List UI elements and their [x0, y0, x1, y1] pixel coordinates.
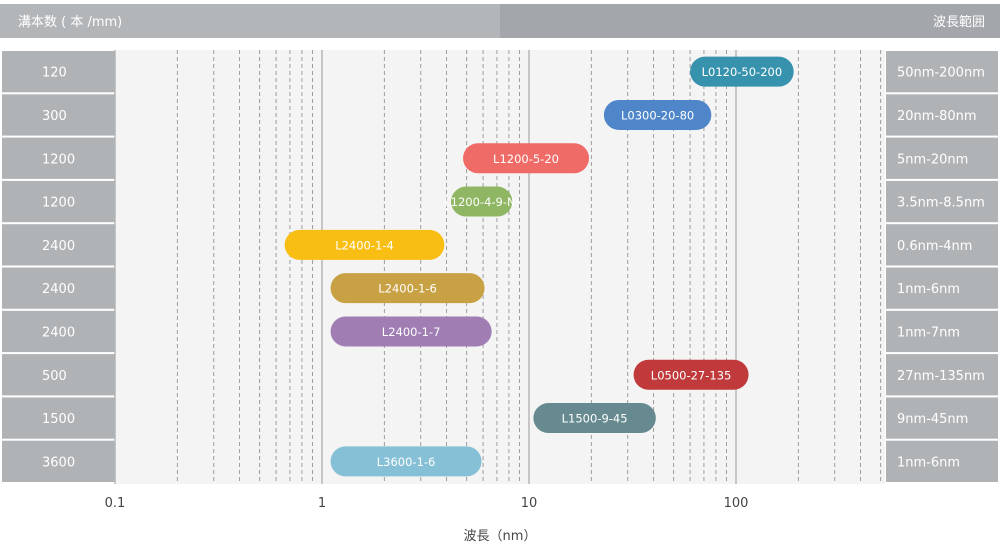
- range-bar: [633, 359, 749, 390]
- range-value: 1nm-6nm: [897, 282, 960, 297]
- range-value: 0.6nm-4nm: [897, 239, 972, 254]
- range-bar: [330, 273, 485, 304]
- range-value: 9nm-45nm: [897, 412, 968, 427]
- grooves-value: 2400: [42, 239, 75, 254]
- range-cell: [886, 224, 998, 266]
- range-bar-label: L1200-5-20: [493, 152, 559, 166]
- range-value: 50nm-200nm: [897, 66, 985, 81]
- grooves-value: 1200: [42, 196, 75, 211]
- grooves-value: 3600: [42, 455, 75, 470]
- range-bar: [603, 99, 712, 130]
- grooves-cell: [2, 180, 115, 223]
- grooves-cell: [2, 224, 115, 266]
- range-bar-label: L1200-4-9-NI: [444, 195, 519, 209]
- range-bar-label: L2400-1-6: [378, 282, 437, 296]
- grooves-cell: [2, 94, 115, 136]
- grooves-cell: [2, 397, 115, 439]
- header-left-bar: [0, 4, 500, 38]
- range-bar-label: L0500-27-135: [651, 368, 732, 382]
- grooves-value: 2400: [42, 325, 75, 340]
- range-cell: [886, 397, 998, 439]
- header-grooves-label: 溝本数 ( 本 /mm): [18, 15, 122, 30]
- range-value: 1nm-6nm: [897, 455, 960, 470]
- grooves-cell: [2, 354, 115, 396]
- x-tick-label: 1: [318, 496, 326, 511]
- range-cell: [886, 310, 998, 353]
- grooves-cell: [2, 440, 115, 482]
- range-bar: [463, 143, 590, 174]
- range-cell: [886, 180, 998, 223]
- grooves-value: 2400: [42, 282, 75, 297]
- grooves-value: 1200: [42, 152, 75, 167]
- plot-background: [115, 50, 885, 484]
- x-tick-label: 100: [724, 496, 749, 511]
- grooves-value: 1500: [42, 412, 75, 427]
- range-cell: [886, 94, 998, 136]
- range-cell: [886, 267, 998, 309]
- grooves-value: 300: [42, 109, 67, 124]
- range-bar: [451, 186, 513, 217]
- grooves-cell: [2, 267, 115, 309]
- grooves-cell: [2, 51, 115, 93]
- range-cell: [886, 51, 998, 93]
- range-value: 20nm-80nm: [897, 109, 977, 124]
- x-tick-label: 0.1: [105, 496, 126, 511]
- x-axis-ticks: 0.1 1 10 100: [105, 496, 749, 511]
- range-bar: [533, 403, 656, 434]
- range-bar-label: L0120-50-200: [702, 65, 783, 79]
- header-right-bar: [500, 4, 1000, 38]
- range-cell: [886, 440, 998, 482]
- x-axis-label: 波長（nm）: [464, 529, 537, 544]
- chart-rows: 120 50nm-200nm L0120-50-200 300 20nm-80nm L03…: [2, 51, 998, 482]
- range-bar: [330, 316, 492, 347]
- range-value: 1nm-7nm: [897, 325, 960, 340]
- range-bar-label: L0300-20-80: [621, 108, 694, 122]
- range-bar: [690, 56, 794, 87]
- grooves-cell: [2, 137, 115, 179]
- range-bar-label: L2400-1-7: [382, 325, 441, 339]
- range-cell: [886, 137, 998, 179]
- x-tick-label: 10: [521, 496, 538, 511]
- range-cell: [886, 354, 998, 396]
- range-bar: [284, 229, 445, 260]
- range-bar: [330, 446, 482, 477]
- range-bar-label: L1500-9-45: [562, 412, 628, 426]
- range-bar-label: L3600-1-6: [377, 455, 436, 469]
- range-value: 27nm-135nm: [897, 369, 985, 384]
- header-range-label: 波長範囲: [933, 15, 985, 30]
- grooves-cell: [2, 310, 115, 353]
- grooves-value: 120: [42, 66, 67, 81]
- range-value: 5nm-20nm: [897, 152, 968, 167]
- range-value: 3.5nm-8.5nm: [897, 196, 985, 211]
- grooves-value: 500: [42, 369, 67, 384]
- range-bar-label: L2400-1-4: [335, 238, 394, 252]
